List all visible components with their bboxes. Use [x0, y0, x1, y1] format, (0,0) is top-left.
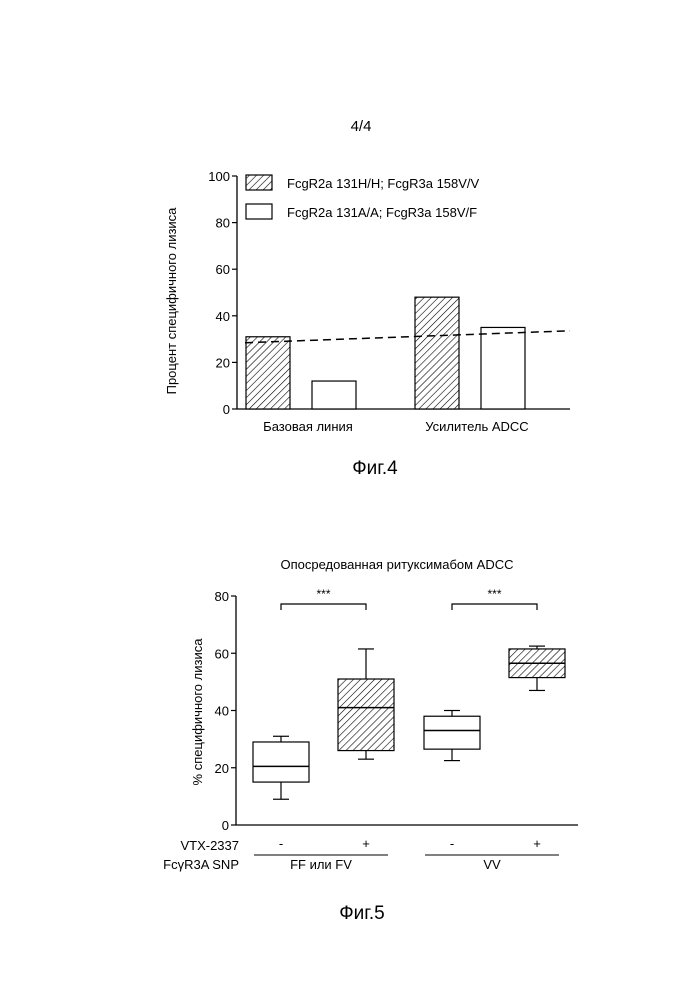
- fig5-y-tick-label: 60: [215, 646, 229, 661]
- fig4-bar: [245, 336, 291, 410]
- fig4-legend-label: FcgR2a 131A/A; FcgR3a 158V/F: [287, 205, 477, 220]
- fig5-group-label: VV: [483, 857, 501, 872]
- fig4-bars: [244, 296, 571, 410]
- fig5-significance: *** ***: [280, 587, 538, 610]
- fig5-row-labels: VTX-2337 FcγR3A SNP - + - + FF или FV VV: [163, 836, 559, 872]
- fig4-y-tick-label: 40: [216, 309, 230, 324]
- fig4-axes: 0 20 40 60 80 100 Базовая линия Усилитель ADCC: [208, 169, 570, 434]
- fig5-vtx-sign: +: [533, 836, 541, 851]
- fig4-y-tick-label: 60: [216, 262, 230, 277]
- fig5-boxes: [252, 645, 566, 800]
- fig5-vtx-sign: +: [362, 836, 370, 851]
- fig5-significance-bracket: [451, 603, 538, 610]
- fig5-significance-label: ***: [316, 587, 330, 601]
- fig4-bar: [414, 296, 460, 410]
- fig4-category-label: Базовая линия: [263, 419, 353, 434]
- fig4-reference-line: [244, 330, 571, 344]
- fig4-bar: [480, 326, 526, 410]
- fig4-legend-swatch: [245, 203, 273, 220]
- fig5-box: [252, 741, 310, 783]
- fig4-legend: FcgR2a 131H/H; FcgR3a 158V/V FcgR2a 131A/…: [245, 174, 480, 220]
- fig5-title: Опосредованная ритуксимабом ADCC: [280, 557, 513, 572]
- fig4-legend-swatch: [245, 174, 273, 191]
- fig5-box: [337, 678, 395, 752]
- fig5-vtx-sign: -: [450, 836, 454, 851]
- fig5-y-tick-label: 40: [215, 704, 229, 719]
- fig5-vtx-sign: -: [279, 836, 283, 851]
- fig5-y-tick-label: 80: [215, 589, 229, 604]
- figure-4-bar-chart: Процент специфичного лизиса 0 20 40 60 80 100…: [164, 169, 571, 479]
- fig4-y-tick-label: 0: [223, 402, 230, 417]
- fig5-significance-bracket: [280, 603, 367, 610]
- fig4-y-tick-label: 20: [216, 355, 230, 370]
- fig4-y-axis-label: Процент специфичного лизиса: [164, 207, 179, 395]
- fig5-y-tick-label: 20: [215, 761, 229, 776]
- fig5-y-axis-label: % специфичного лизиса: [190, 638, 205, 786]
- fig4-category-label: Усилитель ADCC: [425, 419, 528, 434]
- fig4-y-tick-label: 80: [216, 216, 230, 231]
- fig5-box: [423, 715, 481, 750]
- fig5-caption: Фиг.5: [339, 903, 385, 924]
- fig4-legend-label: FcgR2a 131H/H; FcgR3a 158V/V: [287, 176, 480, 191]
- fig4-caption: Фиг.4: [352, 458, 398, 479]
- snp-row-label: FcγR3A SNP: [163, 857, 239, 872]
- fig5-significance-label: ***: [487, 587, 501, 601]
- fig4-bar: [311, 380, 357, 410]
- page-number: 4/4: [351, 118, 372, 135]
- figure-5-box-plot: Опосредованная ритуксимабом ADCC % специ…: [163, 557, 578, 924]
- vtx-row-label: VTX-2337: [180, 838, 239, 853]
- fig4-y-tick-label: 100: [208, 169, 230, 184]
- fig5-group-label: FF или FV: [290, 857, 352, 872]
- fig5-axes: 0 20 40 60 80: [215, 589, 578, 833]
- fig5-y-tick-label: 0: [222, 818, 229, 833]
